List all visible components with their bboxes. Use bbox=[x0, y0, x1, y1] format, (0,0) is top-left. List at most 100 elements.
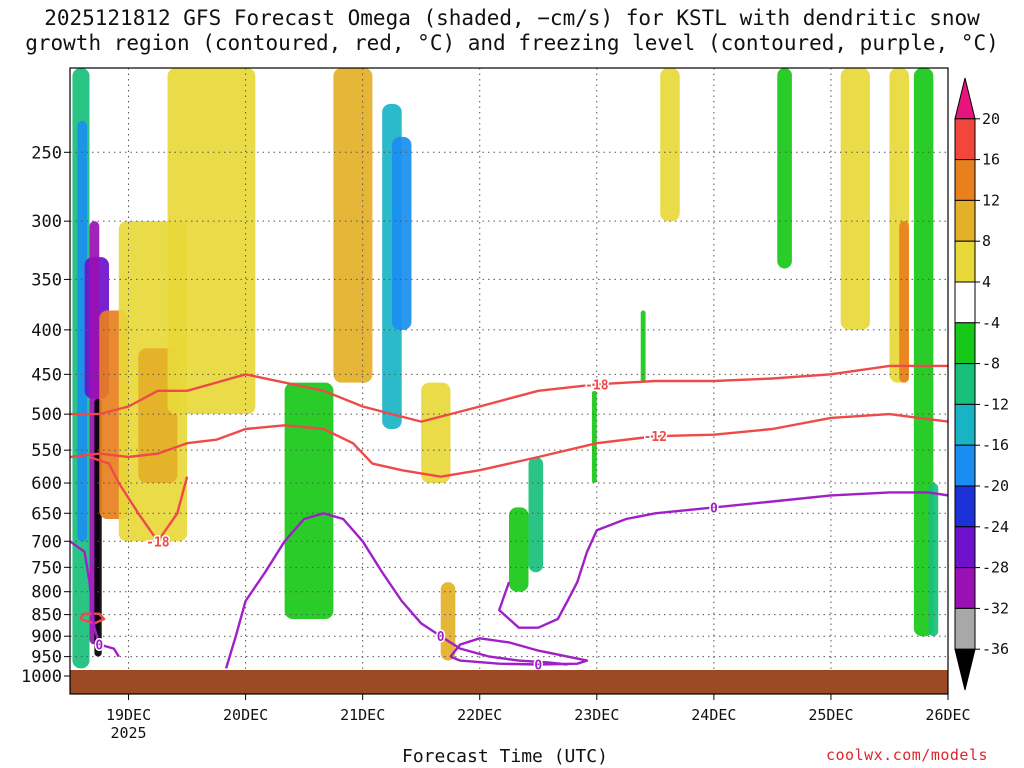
colorbar-legend: 20 16 12 8 4 -4 -8 -12 -16 -20 -24 -28 -32 -36 bbox=[954, 77, 1009, 691]
omega-region-1 bbox=[77, 120, 88, 542]
dgz-contour-0 bbox=[70, 364, 948, 423]
colorbar-bin bbox=[954, 485, 976, 528]
credit-text: coolwx.com/models bbox=[826, 746, 989, 764]
x-tick-sublabel: 2025 bbox=[110, 724, 146, 742]
y-tick-label: 400 bbox=[31, 321, 62, 341]
title-line-1: 2025121812 GFS Forecast Omega (shaded, −… bbox=[44, 6, 980, 30]
colorbar-bin bbox=[954, 363, 976, 405]
y-tick-label: 800 bbox=[31, 583, 62, 603]
colorbar-label: -32 bbox=[982, 599, 1009, 617]
dgz-contour-1 bbox=[70, 412, 948, 478]
colorbar-bin bbox=[954, 526, 976, 569]
colorbar-label: -12 bbox=[982, 395, 1009, 413]
colorbar-label: -28 bbox=[982, 559, 1009, 577]
colorbar-bin bbox=[954, 118, 976, 161]
y-tick-label: 500 bbox=[31, 405, 62, 425]
x-tick-label: 21DEC bbox=[340, 706, 385, 724]
colorbar-bin bbox=[954, 281, 976, 324]
y-tick-label: 700 bbox=[31, 532, 62, 552]
omega-region-8 bbox=[167, 68, 256, 415]
contour-layer: -18 -12 -18 0 0 0 0 bbox=[70, 364, 948, 675]
colorbar-label: -36 bbox=[982, 640, 1009, 658]
plot-frame bbox=[69, 67, 949, 695]
dgz-contour-label: -18 bbox=[146, 535, 170, 550]
colorbar-bin bbox=[954, 567, 976, 609]
x-tick-label: 22DEC bbox=[457, 706, 502, 724]
y-axis: 2503003504004505005506006507007508008509… bbox=[21, 143, 70, 687]
colorbar-bin bbox=[954, 240, 976, 283]
colorbar-label: -20 bbox=[982, 477, 1009, 495]
dgz-contour-2 bbox=[89, 455, 189, 543]
colorbar-label: 12 bbox=[982, 191, 1000, 209]
colorbar-bin bbox=[954, 199, 976, 242]
x-tick-label: 20DEC bbox=[223, 706, 268, 724]
y-tick-label: 450 bbox=[31, 365, 62, 385]
omega-region-12 bbox=[391, 136, 412, 330]
freezing-contour-label: 0 bbox=[534, 658, 542, 673]
colorbar-label: 4 bbox=[982, 273, 991, 291]
omega-region-10 bbox=[333, 68, 373, 383]
x-tick-label: 24DEC bbox=[691, 706, 736, 724]
dgz-contour-label: -12 bbox=[644, 430, 667, 445]
y-tick-label: 650 bbox=[31, 504, 62, 524]
grid-lines bbox=[70, 68, 948, 694]
freezing-contour-label: 0 bbox=[710, 501, 718, 516]
freezing-contour-label: 0 bbox=[437, 630, 445, 645]
colorbar-label: -4 bbox=[982, 314, 1000, 332]
colorbar-bin bbox=[954, 322, 976, 365]
omega-region-17 bbox=[591, 390, 597, 484]
terrain-surface bbox=[70, 670, 948, 694]
omega-region-13 bbox=[421, 382, 451, 484]
omega-region-25 bbox=[928, 483, 939, 637]
x-tick-label: 25DEC bbox=[808, 706, 853, 724]
x-tick-label: 19DEC bbox=[106, 706, 151, 724]
omega-region-23 bbox=[899, 221, 909, 383]
y-tick-label: 250 bbox=[31, 143, 62, 163]
x-tick-label: 26DEC bbox=[925, 706, 970, 724]
colorbar-bin bbox=[954, 444, 976, 487]
colorbar-bin bbox=[954, 403, 976, 446]
colorbar-label: 20 bbox=[982, 110, 1000, 128]
dgz-contour-3 bbox=[78, 612, 106, 625]
dgz-contour-label: -18 bbox=[585, 378, 609, 393]
freezing-contour-2 bbox=[498, 491, 948, 629]
chart-title: 2025121812 GFS Forecast Omega (shaded, −… bbox=[0, 6, 1024, 56]
y-tick-label: 900 bbox=[31, 627, 62, 647]
y-tick-label: 850 bbox=[31, 606, 62, 626]
colorbar-bin bbox=[954, 607, 976, 650]
colorbar-label: -24 bbox=[982, 518, 1009, 536]
omega-shading bbox=[72, 68, 939, 669]
freezing-contour-3 bbox=[449, 637, 589, 666]
colorbar-label: 16 bbox=[982, 151, 1000, 169]
title-line-2: growth region (contoured, red, °C) and f… bbox=[25, 31, 999, 55]
omega-region-9 bbox=[284, 382, 334, 620]
omega-region-16 bbox=[528, 456, 544, 573]
colorbar-top-arrow bbox=[954, 77, 976, 120]
omega-region-21 bbox=[840, 68, 870, 330]
terrain-band bbox=[70, 670, 948, 694]
colorbar-label: -8 bbox=[982, 355, 1000, 373]
colorbar-label: -16 bbox=[982, 436, 1009, 454]
x-axis-title: Forecast Time (UTC) bbox=[402, 746, 608, 767]
colorbar-bottom-arrow bbox=[954, 648, 976, 691]
colorbar-label: 8 bbox=[982, 232, 991, 250]
omega-region-18 bbox=[640, 310, 646, 383]
x-tick-label: 23DEC bbox=[574, 706, 619, 724]
y-tick-label: 600 bbox=[31, 474, 62, 494]
omega-region-15 bbox=[509, 507, 529, 592]
freezing-contour-1 bbox=[224, 512, 568, 669]
y-tick-label: 1000 bbox=[21, 667, 62, 687]
omega-region-14 bbox=[440, 582, 456, 661]
y-tick-label: 750 bbox=[31, 558, 62, 578]
y-tick-label: 300 bbox=[31, 212, 62, 232]
freezing-contour-0 bbox=[70, 540, 120, 658]
colorbar-bin bbox=[954, 159, 976, 201]
y-tick-label: 950 bbox=[31, 648, 62, 668]
y-tick-label: 350 bbox=[31, 270, 62, 290]
y-tick-label: 550 bbox=[31, 441, 62, 461]
freezing-contour-label: 0 bbox=[95, 639, 103, 654]
omega-region-19 bbox=[660, 68, 680, 222]
omega-region-20 bbox=[777, 68, 792, 269]
